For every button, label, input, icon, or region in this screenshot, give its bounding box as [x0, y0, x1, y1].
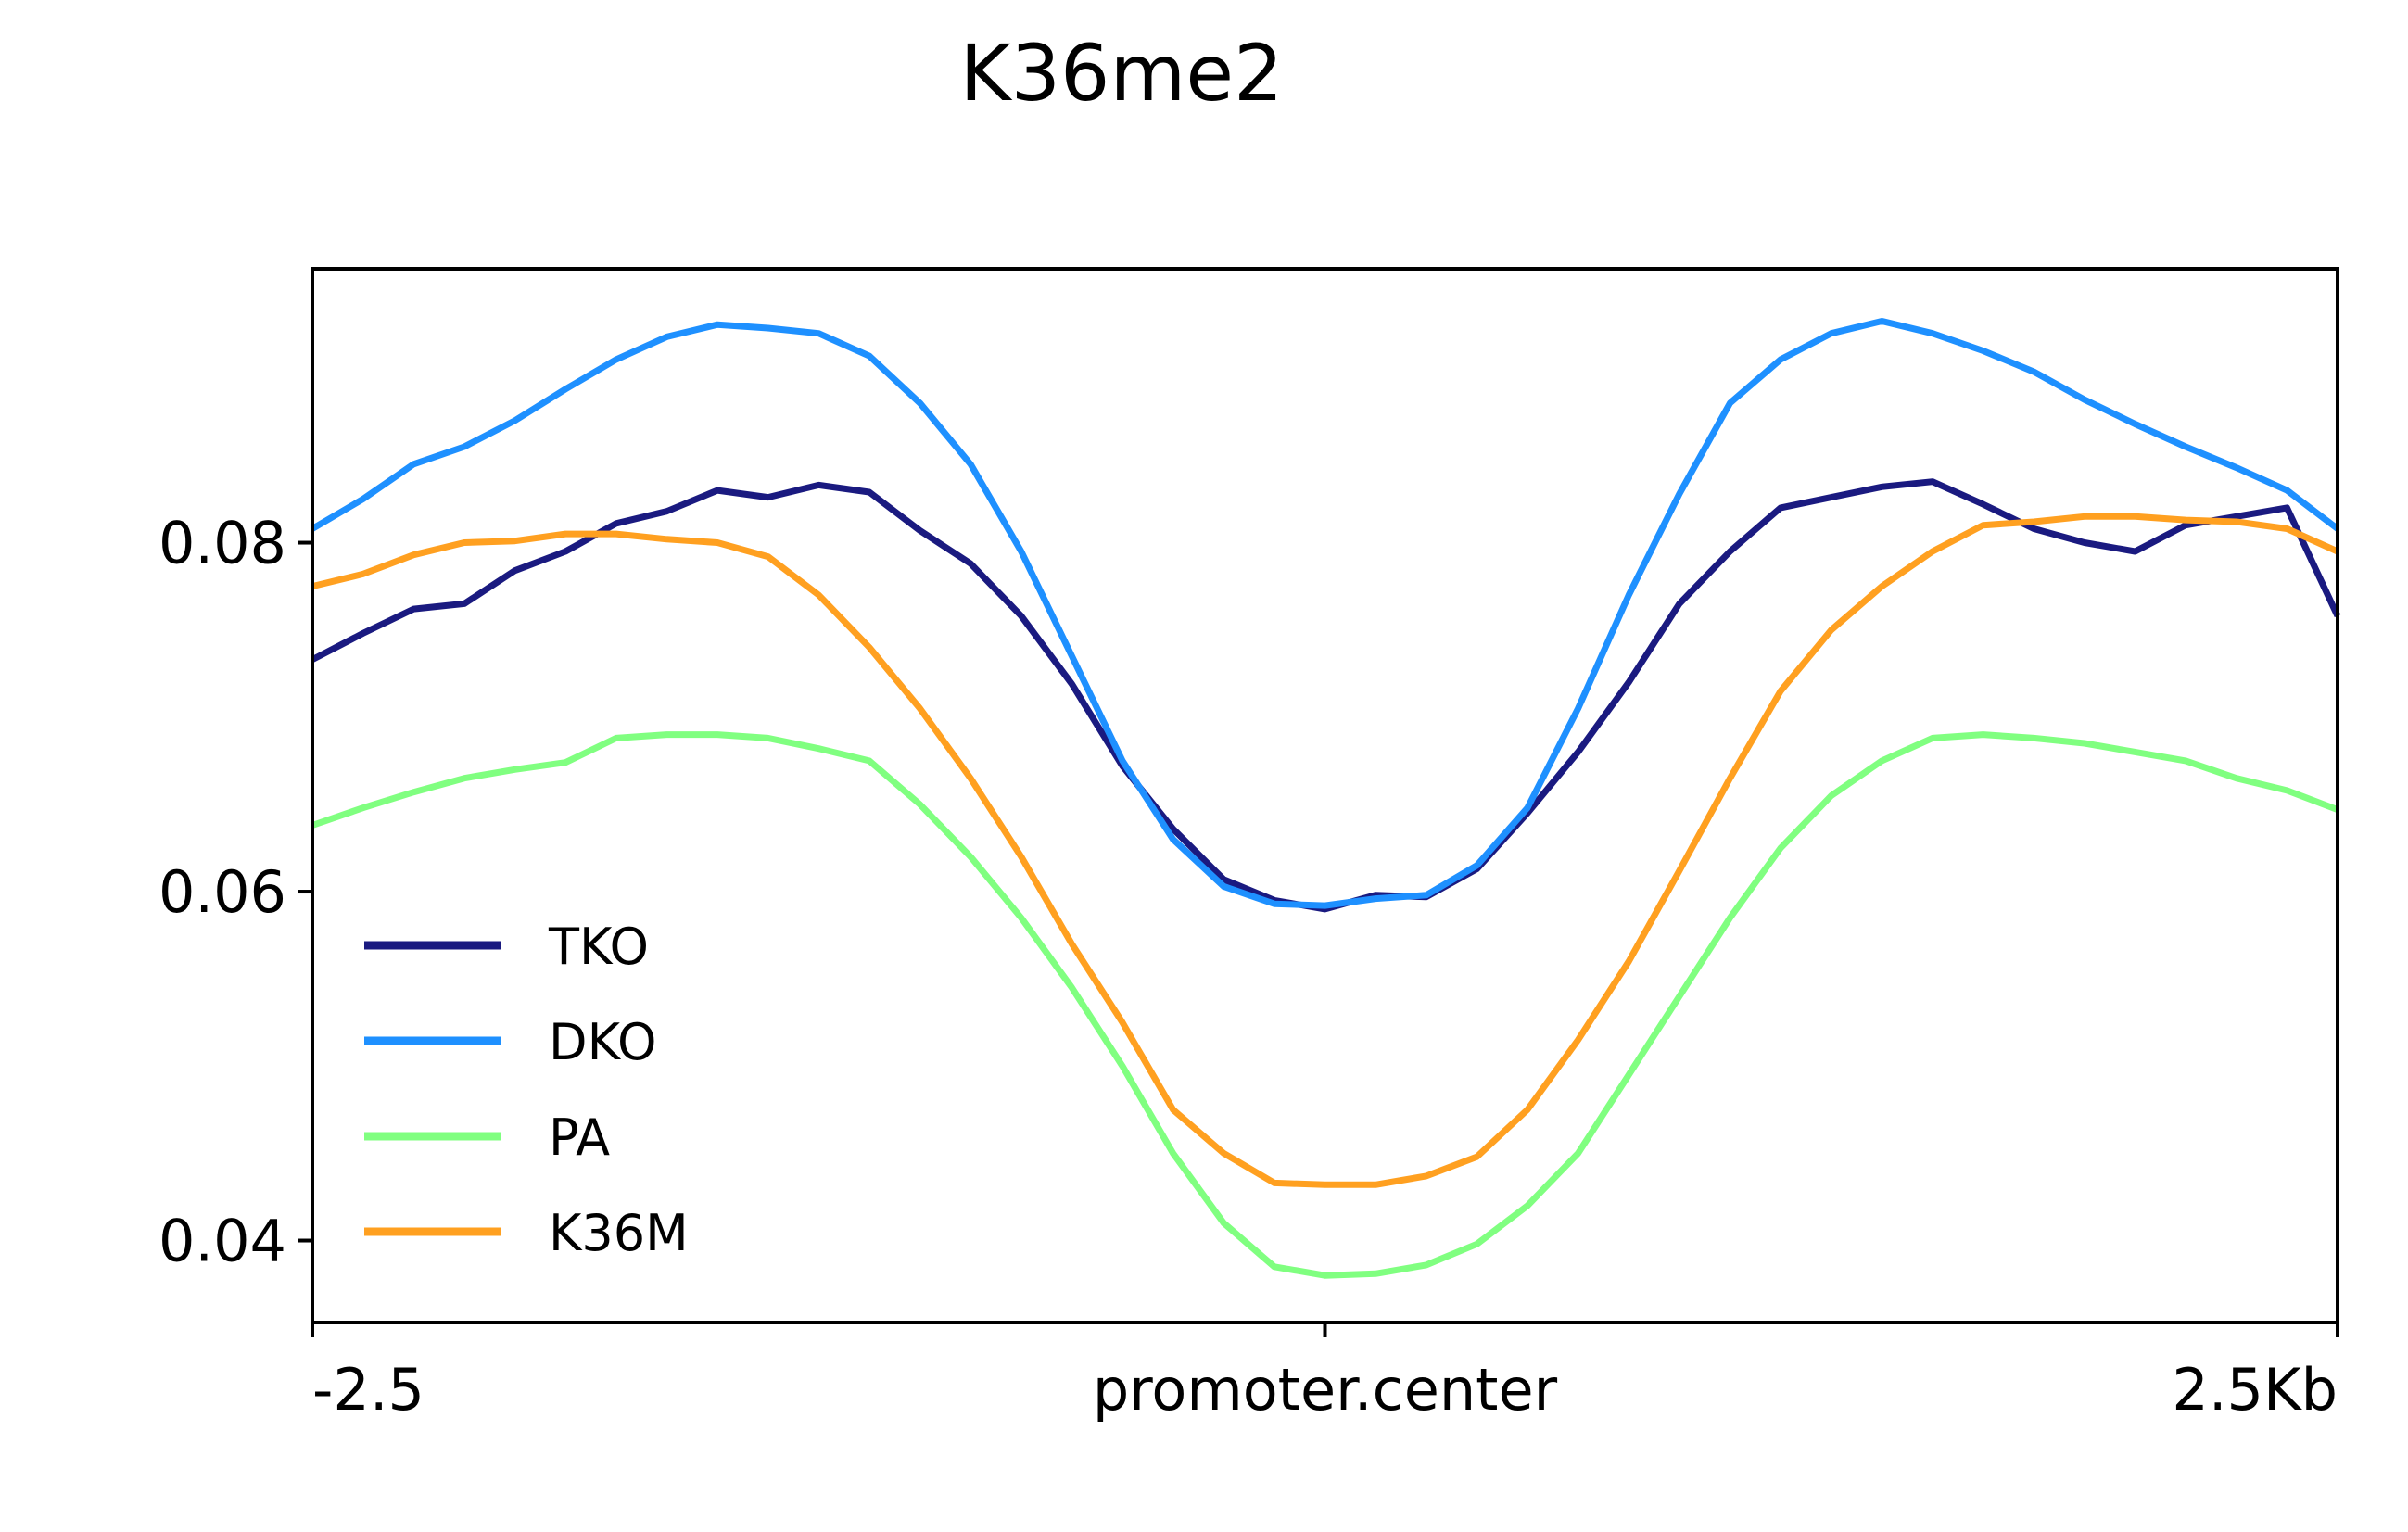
series-lines-layer — [311, 318, 2341, 1279]
y-tick-label: 0.06 — [158, 858, 286, 926]
legend-label-tko: TKO — [548, 918, 649, 976]
series-line-k36m — [311, 513, 2339, 1188]
series-line-tko — [311, 478, 2341, 913]
x-axis-ticks: -2.5 promoter.center 2.5Kb — [311, 1323, 2339, 1424]
x-tick-label: promoter.center — [1093, 1356, 1558, 1424]
series-line-pa — [311, 731, 2339, 1279]
legend-label-pa: PA — [549, 1108, 610, 1167]
y-tick-label: 0.04 — [158, 1208, 286, 1275]
legend: TKO DKO PA K36M — [364, 918, 689, 1262]
legend-label-dko: DKO — [549, 1013, 657, 1071]
plot-frame — [311, 267, 2339, 1324]
x-tick-label: 2.5Kb — [2172, 1356, 2338, 1424]
chart-title: K36me2 — [959, 28, 1284, 119]
y-axis-ticks: 0.04 0.06 0.08 — [158, 510, 312, 1275]
legend-label-k36m: K36M — [549, 1204, 689, 1262]
x-tick-label: -2.5 — [312, 1356, 425, 1424]
series-line-dko — [311, 318, 2340, 909]
y-tick-label: 0.08 — [158, 510, 286, 577]
